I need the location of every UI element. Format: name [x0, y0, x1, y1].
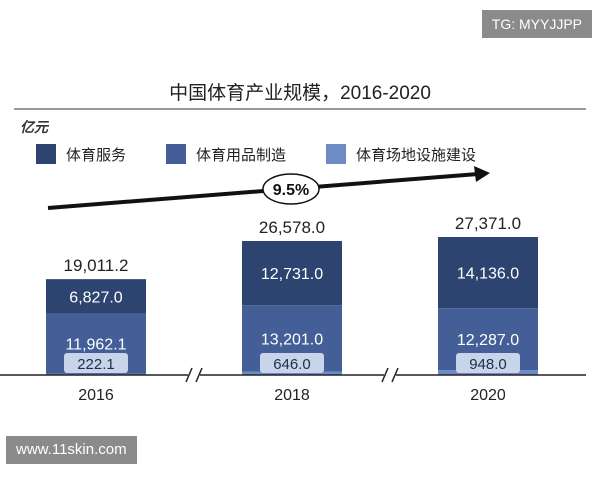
bar-label-1-2016: 11,962.1	[65, 337, 126, 354]
cagr-ellipse	[262, 173, 320, 205]
axis-break-mark-b-0	[195, 367, 203, 383]
bar-label-1-2020: 12,287.0	[457, 332, 519, 349]
axis-break-mark-a-0	[185, 367, 193, 383]
bar-segment-0-2016	[46, 279, 146, 314]
legend-label-2: 体育场地设施建设	[356, 147, 476, 164]
bar-label-2-2018: 646.0	[273, 356, 311, 373]
bar-label-2-2020: 948.0	[469, 356, 507, 373]
corner-watermark-tag: TG: MYYJJPP	[481, 10, 592, 38]
legend-swatch-2	[326, 144, 346, 164]
bar-label-1-2018: 13,201.0	[261, 331, 323, 348]
category-label-2020: 2020	[470, 387, 506, 404]
bar-segment-0-2020	[438, 237, 538, 309]
bar-bottom-label-pill-2016	[64, 353, 128, 373]
bar-label-0-2016: 6,827.0	[69, 289, 122, 306]
bar-segment-2-2018	[242, 371, 342, 375]
legend-label-1: 体育用品制造	[196, 147, 286, 164]
legend: 体育服务 体育用品制造 体育场地设施建设	[36, 144, 476, 164]
bar-group: 222.1 11,962.1 6,827.0 19,011.2 2016 646.0 13,…	[46, 214, 538, 404]
category-label-2018: 2018	[274, 387, 310, 404]
bar-bottom-label-pill-2020	[456, 353, 520, 373]
axis-break-mark-b-1	[391, 367, 399, 383]
x-axis	[0, 367, 586, 383]
bar-label-2-2016: 222.1	[77, 356, 115, 373]
cagr-annotation: 9.5%	[47, 166, 490, 210]
category-label-2016: 2016	[78, 387, 114, 404]
bar-total-2018: 26,578.0	[259, 218, 325, 237]
bar-bottom-label-pill-2018	[260, 353, 324, 373]
site-watermark-tag: www.11skin.com	[6, 436, 137, 464]
bar-label-0-2020: 14,136.0	[457, 266, 519, 283]
bar-total-2016: 19,011.2	[64, 256, 129, 275]
bar-label-0-2018: 12,731.0	[261, 266, 323, 283]
chart-title: 中国体育产业规模，2016-2020	[169, 82, 431, 104]
bar-total-2020: 27,371.0	[455, 214, 521, 233]
legend-swatch-0	[36, 144, 56, 164]
bar-segment-0-2018	[242, 240, 342, 306]
axis-break-gap-1	[384, 372, 396, 378]
axis-break-gap-0	[188, 372, 200, 378]
unit-label: 亿元	[20, 119, 50, 135]
cagr-arrow-head	[474, 166, 490, 182]
cagr-label: 9.5%	[273, 182, 309, 199]
legend-swatch-1	[166, 144, 186, 164]
legend-label-0: 体育服务	[66, 147, 126, 164]
axis-break-mark-a-1	[381, 367, 389, 383]
